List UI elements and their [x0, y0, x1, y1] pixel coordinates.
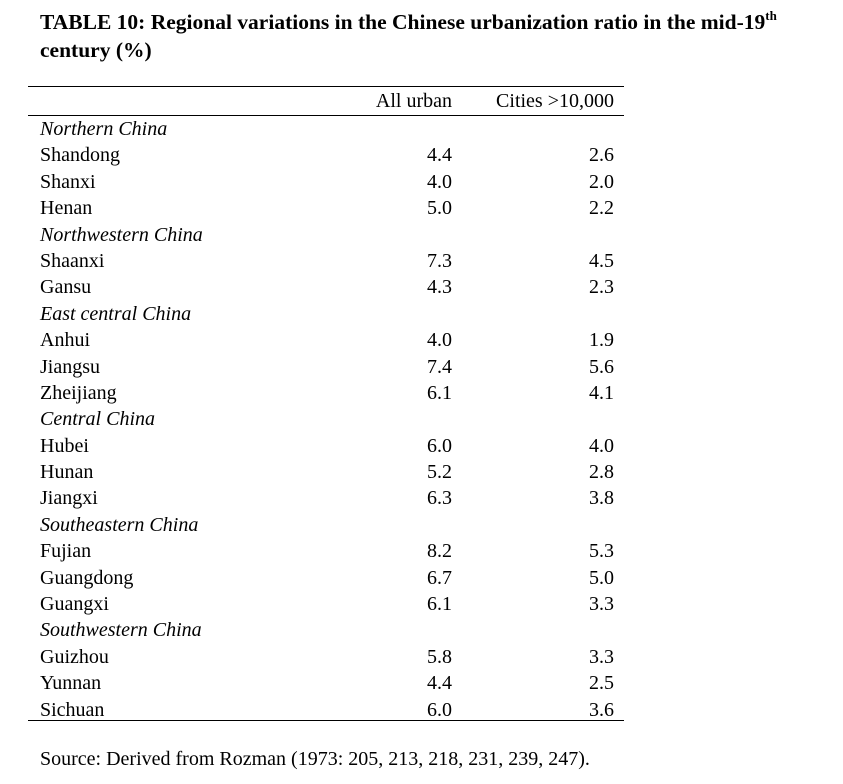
all-urban-value: 6.1 [427, 593, 452, 616]
region-group-label: Central China [40, 408, 156, 431]
table-row: Guizhou 5.8 3.3 [28, 644, 624, 670]
all-urban-value: 7.4 [427, 355, 452, 378]
table-row: Shandong 4.4 2.6 [28, 142, 624, 168]
province-label: Jiangsu [40, 355, 100, 378]
all-urban-value: 8.2 [427, 540, 452, 563]
table-row: Hubei 6.0 4.0 [28, 433, 624, 459]
region-group-label: Northern China [40, 118, 168, 140]
table-row: Jiangxi 6.3 3.8 [28, 485, 624, 511]
cities-value: 4.1 [589, 381, 614, 404]
all-urban-value: 6.3 [427, 487, 452, 510]
column-header-cities: Cities >10,000 [496, 90, 614, 112]
table-group-row: Southwestern China [28, 617, 624, 643]
table-row: Guangdong 6.7 5.0 [28, 565, 624, 591]
table-row: Fujian 8.2 5.3 [28, 538, 624, 564]
table-group-row: Northwestern China [28, 222, 624, 248]
cities-value: 3.3 [589, 593, 614, 616]
cities-value: 5.6 [589, 355, 614, 378]
cities-value: 5.3 [589, 540, 614, 563]
table-group-row: Northern China [28, 116, 624, 142]
province-label: Jiangxi [40, 487, 98, 510]
province-label: Guangxi [40, 593, 109, 616]
cities-value: 3.6 [589, 698, 614, 721]
cities-value: 2.0 [589, 170, 614, 193]
province-label: Sichuan [40, 698, 105, 721]
cities-value: 3.3 [589, 645, 614, 668]
table-row: Guangxi 6.1 3.3 [28, 591, 624, 617]
table-title-superscript: th [765, 8, 777, 23]
cities-value: 3.8 [589, 487, 614, 510]
region-group-label: Southeastern China [40, 513, 199, 536]
table-body: Northern China Shandong 4.4 2.6 Shanxi 4.0 2.0… [28, 116, 624, 723]
all-urban-value: 6.0 [427, 434, 452, 457]
province-label: Shandong [40, 144, 120, 167]
table-row: Zheijiang 6.1 4.1 [28, 380, 624, 406]
table-row: Gansu 4.3 2.3 [28, 274, 624, 300]
province-label: Shanxi [40, 170, 96, 193]
table-group-row: Central China [28, 406, 624, 432]
all-urban-value: 4.0 [427, 329, 452, 352]
table-row: Anhui 4.0 1.9 [28, 327, 624, 353]
cities-value: 4.0 [589, 434, 614, 457]
table-header-rule [28, 115, 624, 116]
all-urban-value: 5.2 [427, 461, 452, 484]
all-urban-value: 7.3 [427, 249, 452, 272]
table-title: TABLE 10: Regional variations in the Chi… [40, 8, 830, 64]
province-label: Hubei [40, 434, 89, 457]
all-urban-value: 4.4 [427, 672, 452, 695]
all-urban-value: 4.0 [427, 170, 452, 193]
cities-value: 5.0 [589, 566, 614, 589]
province-label: Yunnan [40, 672, 102, 695]
table-row: Jiangsu 7.4 5.6 [28, 354, 624, 380]
cities-value: 1.9 [589, 329, 614, 352]
province-label: Henan [40, 197, 93, 220]
all-urban-value: 5.0 [427, 197, 452, 220]
table-bottom-rule [28, 720, 624, 721]
region-group-label: Southwestern China [40, 619, 202, 642]
province-label: Shaanxi [40, 249, 105, 272]
province-label: Zheijiang [40, 381, 117, 404]
column-header-all-urban: All urban [375, 90, 452, 112]
cities-value: 2.8 [589, 461, 614, 484]
cities-value: 2.6 [589, 144, 614, 167]
table-row: Henan 5.0 2.2 [28, 195, 624, 221]
province-label: Hunan [40, 461, 94, 484]
table-row: Sichuan 6.0 3.6 [28, 697, 624, 723]
all-urban-value: 6.7 [427, 566, 452, 589]
province-label: Guangdong [40, 566, 134, 589]
table-title-text: TABLE 10: Regional variations in the Chi… [40, 10, 766, 34]
all-urban-value: 4.3 [427, 276, 452, 299]
all-urban-value: 5.8 [427, 645, 452, 668]
cities-value: 2.5 [589, 672, 614, 695]
all-urban-value: 6.0 [427, 698, 452, 721]
table-top-rule [28, 86, 624, 87]
region-group-label: East central China [40, 302, 192, 325]
province-label: Fujian [40, 540, 92, 563]
cities-value: 4.5 [589, 249, 614, 272]
table-row: Hunan 5.2 2.8 [28, 459, 624, 485]
cities-value: 2.3 [589, 276, 614, 299]
region-group-label: Northwestern China [40, 223, 203, 246]
table-title-continuation: century (%) [40, 38, 152, 62]
all-urban-value: 6.1 [427, 381, 452, 404]
table-row: Shanxi 4.0 2.0 [28, 169, 624, 195]
table-group-row: Southeastern China [28, 512, 624, 538]
province-label: Gansu [40, 276, 92, 299]
table-row: Yunnan 4.4 2.5 [28, 670, 624, 696]
all-urban-value: 4.4 [427, 144, 452, 167]
province-label: Anhui [40, 329, 90, 352]
cities-value: 2.2 [589, 197, 614, 220]
table-group-row: East central China [28, 301, 624, 327]
source-note: Source: Derived from Rozman (1973: 205, … [40, 748, 590, 770]
table-row: Shaanxi 7.3 4.5 [28, 248, 624, 274]
province-label: Guizhou [40, 645, 109, 668]
